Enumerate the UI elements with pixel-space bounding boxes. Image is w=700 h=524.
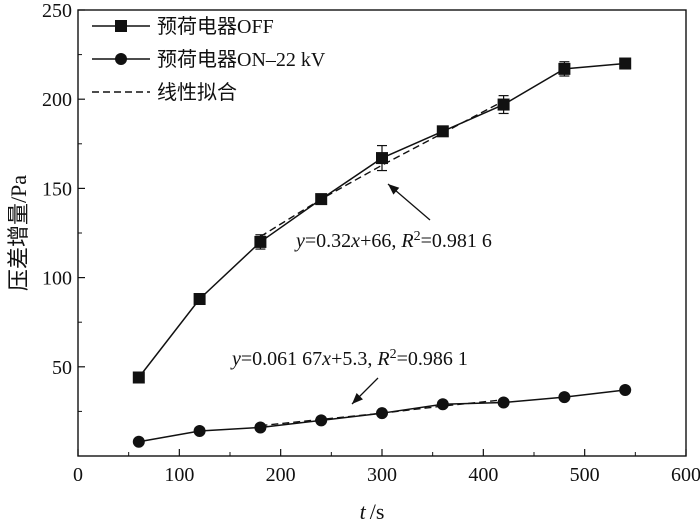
ticks: 0 100 200 300 400 500 600 50 100 150 200 250 (42, 0, 700, 486)
circle-marker (315, 414, 328, 427)
circle-marker (436, 398, 449, 411)
circle-marker (558, 391, 571, 404)
series (132, 57, 632, 448)
equation-part: =0.986 1 (397, 348, 468, 370)
equation-part: y (230, 348, 241, 370)
y-axis-label: 压差增量/Pa (6, 175, 31, 291)
equation-part: 2 (390, 347, 397, 362)
legend-label: 线性拟合 (157, 81, 237, 104)
equation-part: +66, (360, 230, 401, 252)
fit-equation-1: y=0.32x+66, R2=0.981 6 (294, 229, 492, 253)
x-tick-label: 100 (164, 464, 194, 486)
x-tick-label: 200 (266, 464, 296, 486)
x-tick-label: 500 (570, 464, 600, 486)
arrow-head (352, 393, 363, 404)
legend-label: 预荷电器OFF (157, 15, 274, 38)
y-tick-label: 200 (42, 89, 72, 111)
equation-part: =0.981 6 (421, 230, 492, 252)
arrow-head (388, 184, 400, 195)
x-tick-label: 300 (367, 464, 397, 486)
legend-item-3: 线性拟合 (92, 81, 237, 104)
square-marker (315, 193, 328, 206)
equation-part: x (321, 348, 331, 370)
square-marker (115, 20, 127, 32)
y-tick-label: 150 (42, 178, 72, 200)
square-marker (497, 98, 510, 111)
equation-part: x (350, 230, 360, 252)
circle-marker (497, 396, 510, 409)
square-marker (193, 293, 206, 306)
equation-part: =0.061 67 (241, 348, 322, 370)
circle-marker (115, 53, 127, 65)
x-tick-label: 0 (73, 464, 83, 486)
x-axis-label-unit: /s (370, 499, 385, 524)
square-marker (436, 125, 449, 138)
legend: 预荷电器OFF 预荷电器ON–22 kV 线性拟合 (92, 15, 326, 104)
legend-label: 预荷电器ON–22 kV (157, 48, 326, 71)
x-tick-label: 600 (671, 464, 700, 486)
square-marker (132, 371, 145, 384)
equation-part: =0.32 (305, 230, 351, 252)
y-tick-label: 100 (42, 268, 72, 290)
square-marker (558, 62, 571, 75)
series-1 (132, 57, 632, 384)
square-marker (619, 57, 632, 70)
equation-part: y (294, 230, 305, 252)
series-2 (132, 383, 632, 448)
x-axis-label: t/s (360, 499, 385, 524)
legend-item-1: 预荷电器OFF (92, 15, 274, 38)
axes: t/s 压差增量/Pa (6, 9, 687, 524)
circle-marker (254, 421, 267, 434)
circle-marker (619, 383, 632, 396)
series-line (138, 62, 626, 378)
fit-arrow-2 (351, 377, 379, 405)
circle-marker (193, 425, 206, 438)
circle-marker (132, 435, 145, 448)
fit-arrow-1 (387, 183, 431, 221)
square-marker (376, 152, 388, 165)
equation-part: R (400, 230, 413, 252)
x-tick-label: 400 (468, 464, 498, 486)
fit-equation-2: y=0.061 67x+5.3, R2=0.986 1 (230, 347, 468, 371)
annotations: y=0.32x+66, R2=0.981 6y=0.061 67x+5.3, R… (230, 183, 492, 405)
circle-marker (376, 407, 388, 420)
y-tick-label: 250 (42, 0, 72, 22)
y-tick-label: 50 (52, 357, 72, 379)
x-axis-label-symbol: t (360, 499, 367, 524)
equation-part: 2 (414, 229, 421, 244)
square-marker (254, 235, 267, 248)
legend-item-2: 预荷电器ON–22 kV (92, 48, 326, 71)
equation-part: R (376, 348, 389, 370)
equation-part: +5.3, (331, 348, 377, 370)
